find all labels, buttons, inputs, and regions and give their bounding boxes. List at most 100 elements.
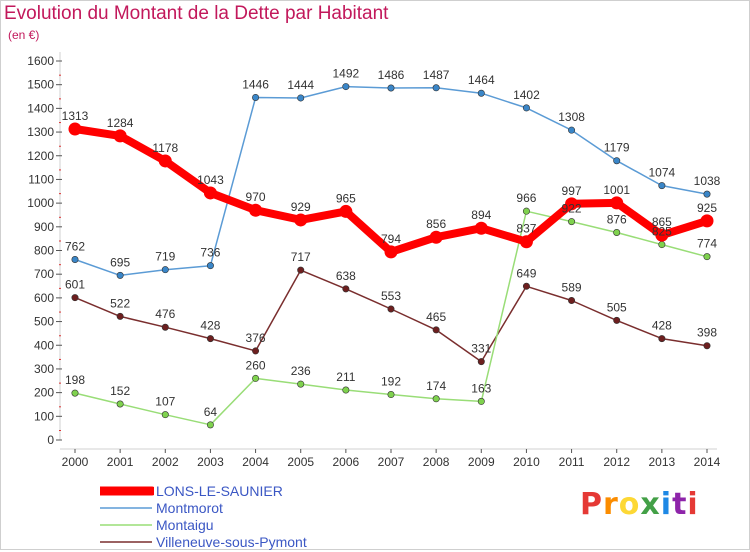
chart-axes: 0 100 200 300 400 500 600 700 800 900 1000 1100 1200… (27, 52, 721, 469)
data-label: 553 (381, 289, 401, 303)
data-label: 837 (516, 222, 536, 236)
data-point (432, 326, 440, 334)
proxiti-logo: Proxiti (580, 487, 699, 522)
y-tick-label: 1200 (27, 149, 54, 163)
data-label: 1464 (468, 73, 495, 87)
data-label: 865 (652, 215, 672, 229)
data-label: 736 (200, 246, 220, 260)
data-point (700, 214, 714, 228)
x-tick-label: 2006 (333, 455, 360, 469)
data-label: 589 (562, 280, 582, 294)
data-point (522, 207, 530, 215)
data-point (655, 228, 669, 242)
data-label: 762 (65, 240, 85, 254)
data-point (252, 93, 260, 101)
y-tick-label: 0 (47, 433, 54, 447)
data-label: 192 (381, 375, 401, 389)
data-point (384, 245, 398, 259)
data-point (203, 186, 217, 200)
data-point (432, 84, 440, 92)
x-tick-label: 2007 (378, 455, 405, 469)
series-montmorot (71, 83, 711, 279)
data-point (252, 347, 260, 355)
data-point (206, 421, 214, 429)
series-lons-le-saunier (68, 122, 714, 259)
legend-label: Montaigu (156, 517, 214, 533)
y-tick-label: 800 (34, 244, 54, 258)
x-tick-label: 2004 (242, 455, 269, 469)
data-point (429, 230, 443, 244)
data-label: 465 (426, 310, 446, 324)
logo-letter: x (640, 487, 661, 522)
data-point (161, 266, 169, 274)
data-point (568, 126, 576, 134)
data-label: 638 (336, 269, 356, 283)
data-label: 64 (204, 405, 218, 419)
x-tick-label: 2013 (649, 455, 676, 469)
data-point (294, 213, 308, 227)
y-tick-label: 900 (34, 220, 54, 234)
chart-title: Evolution du Montant de la Dette par Hab… (4, 3, 389, 24)
legend-label: LONS-LE-SAUNIER (156, 483, 283, 499)
data-label: 1487 (423, 68, 450, 82)
x-tick-label: 2000 (62, 455, 89, 469)
data-point (703, 342, 711, 350)
data-label: 505 (607, 300, 627, 314)
legend-swatch (100, 524, 152, 526)
legend-swatch (100, 541, 152, 543)
legend-swatch (100, 507, 152, 509)
logo-letter: i (660, 487, 673, 522)
data-label: 376 (246, 331, 266, 345)
x-tick-label: 2002 (152, 455, 179, 469)
x-tick-label: 2014 (694, 455, 721, 469)
data-label: 1043 (197, 173, 224, 187)
data-point (297, 266, 305, 274)
data-label: 107 (155, 395, 175, 409)
y-tick-label: 300 (34, 362, 54, 376)
data-point (565, 197, 579, 211)
data-label: 929 (291, 200, 311, 214)
data-point (158, 154, 172, 168)
y-tick-label: 1600 (27, 54, 54, 68)
data-label: 825 (652, 225, 672, 239)
y-tick-label: 1300 (27, 125, 54, 139)
data-label: 476 (155, 307, 175, 321)
data-point (658, 241, 666, 249)
data-label: 331 (471, 342, 491, 356)
data-label: 1179 (604, 141, 630, 155)
logo-letter: t (672, 487, 688, 522)
data-label: 260 (246, 358, 266, 372)
data-point (658, 182, 666, 190)
logo-letter: i (687, 487, 699, 522)
x-tick-label: 2010 (513, 455, 540, 469)
data-label: 1486 (378, 68, 405, 82)
data-point (116, 400, 124, 408)
data-label: 236 (291, 364, 311, 378)
data-label: 1313 (62, 109, 89, 123)
data-point (161, 411, 169, 419)
data-label: 719 (155, 250, 175, 264)
data-point (568, 218, 576, 226)
data-label: 428 (200, 319, 220, 333)
data-point (206, 262, 214, 270)
series-villeneuve-sous-pymont (71, 266, 711, 366)
data-point (297, 94, 305, 102)
y-tick-label: 500 (34, 315, 54, 329)
y-tick-label: 600 (34, 291, 54, 305)
data-label: 925 (697, 201, 717, 215)
data-label: 163 (471, 381, 491, 395)
data-label: 856 (426, 217, 446, 231)
y-tick-label: 1500 (27, 78, 54, 92)
data-point (610, 196, 624, 210)
y-tick-label: 1400 (27, 101, 54, 115)
legend-swatch (100, 486, 154, 496)
data-label: 876 (607, 212, 627, 226)
data-point (477, 397, 485, 405)
data-label: 198 (65, 373, 85, 387)
logo-letter: o (618, 487, 641, 522)
data-point (116, 271, 124, 279)
data-label: 1492 (333, 67, 360, 81)
data-label: 894 (471, 208, 491, 222)
data-point (116, 312, 124, 320)
data-label: 1001 (603, 183, 630, 197)
